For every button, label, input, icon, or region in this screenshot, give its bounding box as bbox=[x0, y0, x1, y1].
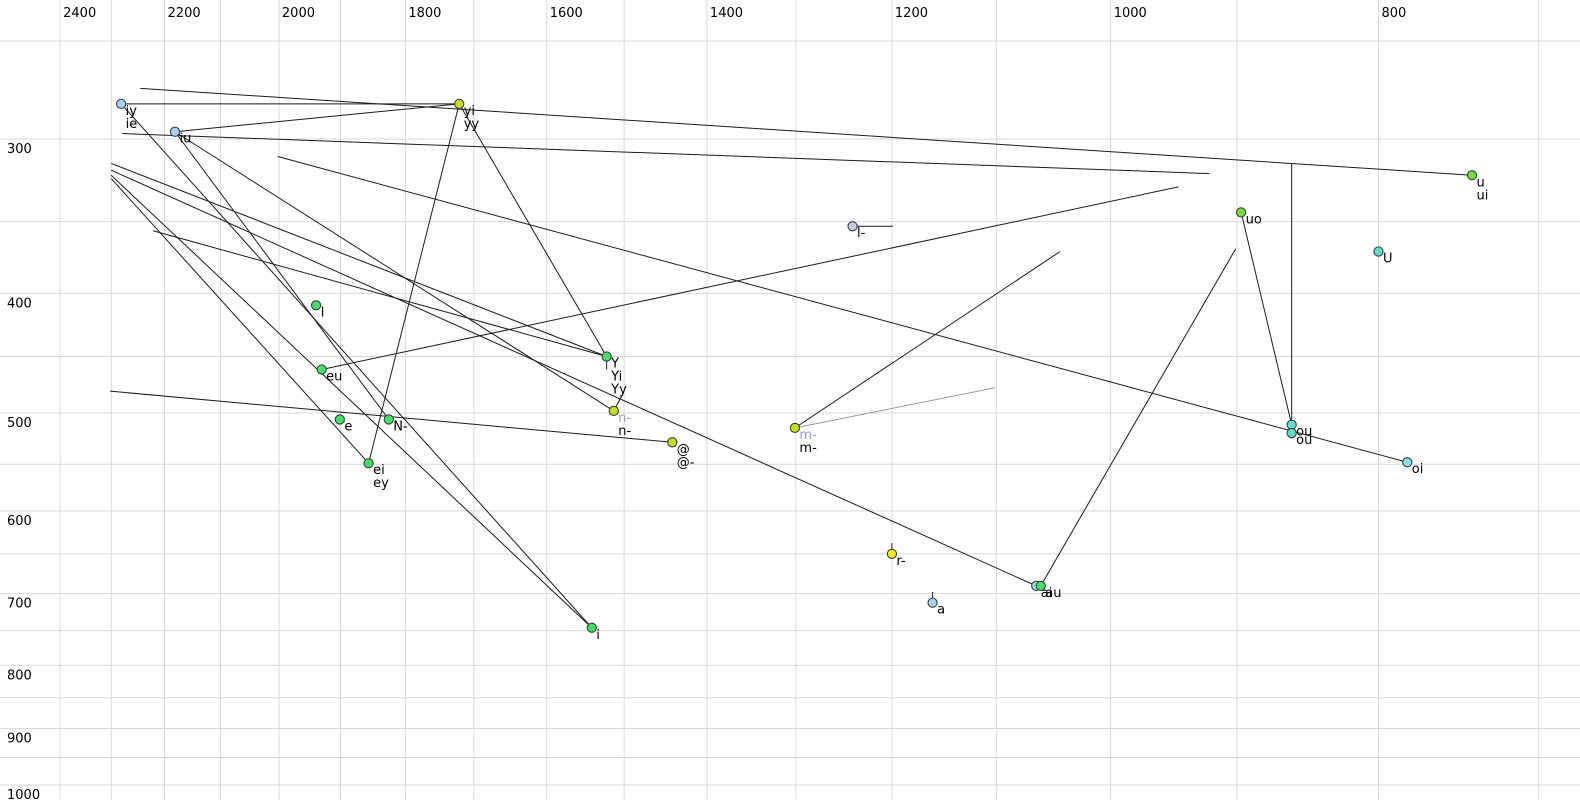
point-label-uo: uo bbox=[1246, 212, 1262, 227]
trajectory-layer bbox=[110, 87, 1473, 629]
data-point-Y bbox=[601, 351, 612, 362]
x-tick-label: 2400 bbox=[63, 6, 96, 21]
trajectory-line bbox=[794, 387, 996, 429]
point-label-ou-1: ou bbox=[1296, 425, 1312, 440]
point-label-e: e bbox=[344, 419, 352, 434]
data-point-I bbox=[310, 300, 322, 311]
point-label-yi-yy: yy bbox=[464, 117, 480, 132]
trajectory-line bbox=[110, 169, 1037, 587]
point-label-at-: @- bbox=[677, 455, 695, 470]
trajectory-line bbox=[122, 133, 1210, 175]
trajectory-line bbox=[111, 162, 607, 357]
y-tick-label: 900 bbox=[7, 731, 32, 746]
data-point-au bbox=[1035, 580, 1046, 592]
point-label-Y: Y bbox=[610, 357, 619, 372]
trajectory-line bbox=[794, 251, 1061, 429]
point-label-iy-ie: ie bbox=[126, 117, 138, 132]
point-label-m-: m- bbox=[799, 428, 817, 443]
point-label-r-: r- bbox=[896, 554, 906, 569]
y-tick-label: 500 bbox=[7, 416, 32, 431]
y-tick-label: 600 bbox=[7, 514, 32, 529]
point-layer bbox=[116, 98, 1478, 633]
point-label-u-ui: ui bbox=[1477, 188, 1489, 203]
data-point-iu bbox=[169, 126, 181, 137]
x-tick-label: 1400 bbox=[710, 6, 743, 21]
x-tick-label: 1600 bbox=[550, 6, 583, 21]
point-label-ai: ai bbox=[1041, 586, 1053, 601]
trajectory-line bbox=[321, 186, 1179, 370]
point-label-yi-yy: yi bbox=[464, 104, 475, 119]
trajectory-line bbox=[1040, 248, 1237, 587]
point-label-ou-2: ou bbox=[1296, 433, 1312, 448]
data-point-at- bbox=[667, 437, 678, 448]
trajectory-line bbox=[120, 103, 593, 629]
x-tick-label: 800 bbox=[1381, 6, 1406, 21]
point-label-n-: n- bbox=[618, 411, 631, 426]
y-tick-label: 700 bbox=[7, 597, 32, 612]
y-tick-label: 400 bbox=[7, 296, 32, 311]
data-point-ou-2 bbox=[1286, 427, 1297, 439]
point-label-ei-ey: ey bbox=[373, 476, 389, 491]
point-label-au: au bbox=[1045, 586, 1061, 601]
point-label-Y: Yi bbox=[610, 370, 622, 385]
data-point-n- bbox=[608, 405, 619, 417]
point-label-u-ui: u bbox=[1477, 175, 1485, 190]
x-tick-label: 2200 bbox=[168, 6, 201, 21]
point-label-oi: oi bbox=[1412, 462, 1424, 477]
data-point-iy-ie bbox=[116, 98, 127, 109]
data-point-U bbox=[1373, 246, 1384, 257]
x-tick-label: 1200 bbox=[895, 6, 928, 21]
trajectory-line bbox=[110, 178, 369, 464]
point-label-N-: N- bbox=[393, 419, 408, 434]
y-tick-label: 1000 bbox=[7, 788, 40, 800]
trajectory-line bbox=[174, 131, 615, 412]
trajectory-line bbox=[458, 103, 608, 357]
trajectory-line bbox=[140, 87, 1473, 176]
x-tick-label: 1000 bbox=[1114, 6, 1147, 21]
data-point-uo bbox=[1235, 207, 1247, 218]
data-point-oi bbox=[1402, 457, 1413, 468]
point-label-Y: Yy bbox=[610, 383, 627, 398]
y-tick-label: 300 bbox=[7, 142, 32, 157]
point-label-I: I bbox=[321, 305, 325, 320]
point-label-m-: m- bbox=[799, 441, 817, 456]
data-point-a bbox=[927, 597, 938, 608]
trajectory-line bbox=[174, 103, 460, 133]
trajectory-line bbox=[174, 131, 390, 420]
point-label-at-: @ bbox=[677, 442, 690, 457]
data-point-m- bbox=[789, 422, 801, 434]
point-label-eu: eu bbox=[326, 369, 342, 384]
point-label-l-: l- bbox=[857, 226, 866, 241]
point-label-iy-ie: iy bbox=[126, 104, 138, 119]
point-label-n-: n- bbox=[618, 424, 631, 439]
data-point-i bbox=[586, 622, 597, 633]
data-point-u-ui bbox=[1466, 170, 1478, 181]
trajectory-line bbox=[153, 230, 607, 358]
point-label-U: U bbox=[1383, 251, 1393, 266]
tick-label-layer: 2400 2200 2000 1800 1600 1400 1200 1000 800 300 40… bbox=[7, 6, 1406, 800]
data-point-l- bbox=[847, 221, 858, 232]
data-point-r- bbox=[886, 548, 898, 559]
point-label-a: a bbox=[937, 603, 945, 618]
data-point-yi-yy bbox=[454, 98, 465, 109]
trajectory-line bbox=[277, 156, 1408, 463]
point-label-iu: iu bbox=[179, 132, 191, 147]
data-point-eu bbox=[316, 364, 327, 375]
trajectory-line bbox=[1240, 212, 1293, 425]
x-tick-label: 1800 bbox=[408, 6, 441, 21]
y-tick-label: 800 bbox=[7, 668, 32, 683]
point-label-i: i bbox=[596, 628, 600, 643]
trajectory-line bbox=[110, 174, 593, 629]
data-point-N- bbox=[383, 414, 394, 425]
data-point-e bbox=[334, 414, 345, 425]
x-tick-label: 2000 bbox=[282, 6, 315, 21]
data-point-ei-ey bbox=[363, 458, 374, 469]
point-label-ei-ey: ei bbox=[373, 463, 385, 478]
